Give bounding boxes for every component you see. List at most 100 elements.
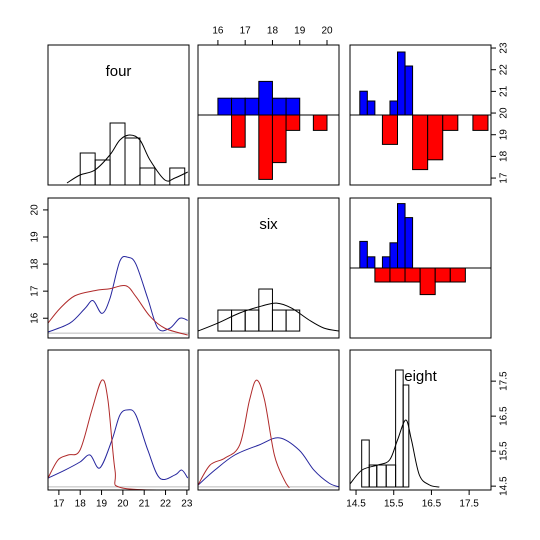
x-tick-label: 19 [96, 499, 108, 510]
x-tick-label: 20 [117, 499, 129, 510]
x-tick-label: 22 [160, 499, 172, 510]
y-tick-label: 17 [30, 285, 41, 297]
density-curve [198, 437, 339, 488]
hist-bar [139, 167, 156, 185]
mirror-bar [258, 80, 273, 116]
density-curve [66, 134, 188, 184]
hist-bar [169, 167, 186, 185]
mirror-bar [427, 114, 444, 161]
y-tick-label: 17.5 [499, 371, 510, 391]
mirror-bar [271, 97, 287, 116]
hist-bar [258, 288, 273, 332]
x-tick-label: 18 [267, 26, 279, 37]
density-curve [48, 284, 188, 336]
density-curve [48, 255, 188, 333]
x-tick-label: 17 [53, 499, 65, 510]
hist-bar [385, 464, 397, 488]
panel-frame [197, 197, 340, 339]
mirror-bar [472, 114, 489, 131]
y-tick-label: 18 [30, 258, 41, 270]
y-tick-label: 19 [499, 129, 510, 141]
x-tick-label: 15.5 [384, 499, 404, 510]
mirror-bar [434, 267, 451, 283]
mirror-bar [404, 267, 421, 283]
mirror-bar [231, 97, 246, 116]
hist-bar [271, 309, 287, 332]
hist-bar [217, 309, 233, 332]
mirror-bar [404, 65, 414, 116]
y-tick-label: 16 [30, 312, 41, 324]
y-tick-label: 16.5 [499, 406, 510, 426]
panel-frame [197, 349, 340, 491]
mirror-bar [285, 97, 301, 116]
x-tick-label: 23 [181, 499, 193, 510]
mirror-bar [404, 217, 414, 269]
y-tick-label: 18 [499, 150, 510, 162]
mirror-bar [449, 267, 466, 283]
x-tick-label: 18 [75, 499, 87, 510]
x-tick-label: 17.5 [459, 499, 479, 510]
x-tick-label: 14.5 [346, 499, 366, 510]
mirror-bar [389, 100, 399, 116]
hist-bar [361, 439, 370, 488]
hist-bar [244, 309, 260, 332]
y-tick-label: 15.5 [499, 441, 510, 461]
panel-title: four [106, 63, 132, 80]
density-curve [198, 379, 290, 489]
y-tick-label: 22 [499, 64, 510, 76]
panel-frame [47, 197, 190, 339]
mirror-bar [244, 97, 260, 116]
density-curve [198, 302, 339, 332]
hist-bar [402, 384, 410, 488]
x-tick-label: 21 [139, 499, 151, 510]
x-tick-label: 16 [212, 26, 224, 37]
mirror-bar [366, 100, 376, 116]
mirror-bar [359, 240, 368, 269]
x-tick-label: 16.5 [422, 499, 442, 510]
hist-bar [285, 309, 301, 332]
y-tick-label: 19 [30, 231, 41, 243]
panel-frame [47, 44, 190, 186]
mirror-bar [366, 256, 376, 269]
hist-bar [79, 152, 96, 185]
hist-bar [124, 137, 141, 185]
density-curve [48, 409, 189, 481]
mirror-bar [389, 242, 399, 269]
mirror-bar [312, 114, 328, 131]
mirror-bar [374, 267, 391, 283]
x-tick-label: 19 [294, 26, 306, 37]
mirror-bar [381, 256, 391, 269]
mirror-bar [271, 114, 287, 164]
panel-frame [349, 349, 492, 491]
mirror-bar [397, 51, 406, 116]
hist-bar [368, 464, 378, 488]
panel-frame [47, 349, 190, 491]
panel-frame [349, 44, 492, 186]
panel-title: six [259, 216, 278, 233]
hist-bar [109, 122, 126, 185]
y-tick-label: 21 [499, 85, 510, 97]
mirror-bar [285, 114, 301, 131]
x-tick-label: 17 [240, 26, 252, 37]
mirror-bar [389, 267, 406, 283]
density-curve [48, 379, 188, 490]
mirror-bar [412, 114, 429, 171]
mirror-bar [419, 267, 436, 296]
hist-bar [376, 464, 387, 488]
mirror-bar [381, 114, 399, 145]
y-tick-label: 20 [30, 204, 41, 216]
y-tick-label: 23 [499, 42, 510, 54]
density-curve [350, 419, 440, 488]
y-tick-label: 20 [499, 107, 510, 119]
panel-frame [349, 197, 492, 339]
mirror-bar [217, 97, 233, 116]
mirror-bar [442, 114, 459, 131]
panel-frame [197, 44, 340, 186]
mirror-bar [258, 114, 273, 180]
mirror-bar [231, 114, 246, 148]
mirror-bar [359, 90, 368, 116]
y-tick-label: 17 [499, 172, 510, 184]
y-tick-label: 14.5 [499, 476, 510, 496]
mirror-bar [397, 203, 406, 269]
